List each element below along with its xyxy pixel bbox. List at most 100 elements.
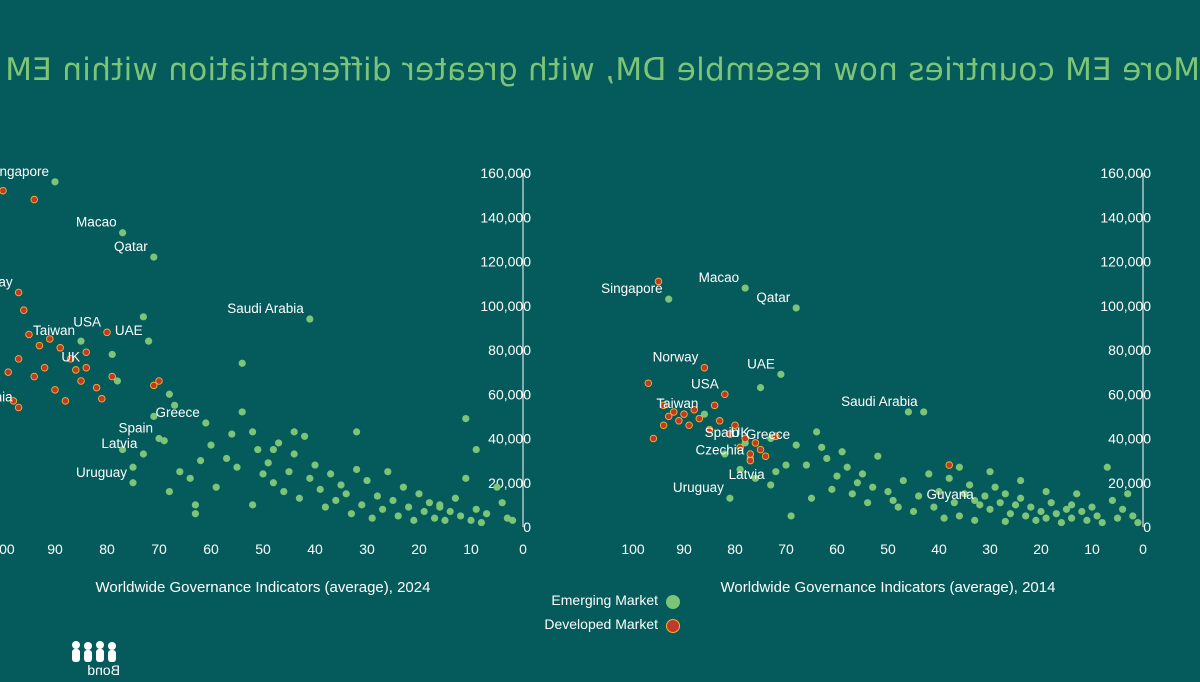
emerging-market-point <box>212 483 220 491</box>
developed-market-point <box>82 363 90 372</box>
y-tick-label: 0 <box>1143 519 1151 535</box>
emerging-market-point <box>843 463 851 471</box>
emerging-market-point <box>955 512 963 520</box>
legend-marker-emerging <box>666 595 680 609</box>
point-label: Spain <box>118 421 153 436</box>
developed-market-point <box>14 288 23 297</box>
x-tick-label: 40 <box>307 541 323 557</box>
point-label: Czechia <box>696 443 745 458</box>
emerging-market-point <box>228 430 236 438</box>
developed-market-point <box>695 414 704 423</box>
developed-market-point <box>20 306 28 314</box>
emerging-market-point <box>874 452 882 460</box>
point-label: Latvia <box>101 436 138 451</box>
developed-market-point <box>30 372 38 381</box>
y-tick-label: 0 <box>523 519 531 535</box>
emerging-market-point <box>909 507 918 516</box>
emerging-market-point <box>462 414 470 423</box>
emerging-market-point <box>337 481 345 489</box>
developed-market-point <box>649 434 658 443</box>
emerging-market-point <box>1134 518 1142 527</box>
emerging-market-point <box>410 516 418 524</box>
point-label: USA <box>691 376 719 391</box>
developed-market-point <box>4 368 12 376</box>
emerging-market-point <box>971 516 979 524</box>
point-label: Saudi Arabia <box>227 301 304 316</box>
x-tick-label: 30 <box>982 541 998 557</box>
emerging-market-point <box>751 474 759 482</box>
developed-market-point <box>14 355 23 363</box>
emerging-market-point <box>332 496 340 505</box>
emerging-market-point <box>813 428 821 436</box>
emerging-market-point <box>736 465 744 474</box>
emerging-market-point <box>971 496 979 505</box>
emerging-market-point <box>864 499 872 507</box>
x-tick-label: 0 <box>1139 541 1147 557</box>
emerging-market-point <box>415 490 423 498</box>
x-tick-label: 10 <box>463 541 479 557</box>
emerging-market-point <box>782 461 790 469</box>
developed-market-point <box>72 366 80 374</box>
emerging-market-point <box>1042 514 1050 522</box>
emerging-market-point <box>290 450 298 458</box>
developed-market-point <box>675 417 683 425</box>
developed-market-point <box>40 363 49 372</box>
emerging-market-point <box>508 516 517 524</box>
emerging-market-point <box>935 488 943 496</box>
emerging-market-point <box>384 468 392 476</box>
developed-market-point <box>61 397 70 405</box>
developed-market-point <box>56 344 64 352</box>
emerging-market-point <box>51 178 59 186</box>
point-label: Saudi Arabia <box>841 394 918 409</box>
emerging-market-point <box>352 465 361 474</box>
emerging-market-point <box>1119 505 1127 513</box>
emerging-market-point <box>700 410 708 418</box>
emerging-market-point <box>399 483 407 491</box>
emerging-market-point <box>1068 501 1076 509</box>
developed-market-point <box>644 379 653 387</box>
developed-market-point <box>945 461 953 469</box>
point-label: Latvia <box>729 467 766 482</box>
emerging-market-point <box>1001 517 1009 526</box>
y-tick-label: 80,000 <box>488 342 531 358</box>
emerging-market-point <box>176 468 184 476</box>
emerging-market-point <box>358 501 366 509</box>
x-tick-label: 100 <box>621 541 645 557</box>
point-label: Macao <box>699 270 740 285</box>
emerging-market-point <box>378 505 387 513</box>
emerging-market-point <box>950 499 958 507</box>
emerging-market-point <box>77 337 85 345</box>
y-tick-label: 120,000 <box>1100 254 1151 270</box>
x-tick-label: 90 <box>47 541 63 557</box>
legend: Emerging Market Developed Market <box>540 592 680 640</box>
emerging-market-point <box>394 512 402 520</box>
emerging-market-point <box>451 494 459 502</box>
developed-market-point <box>77 377 85 385</box>
emerging-market-point <box>838 448 846 456</box>
y-tick-label: 40,000 <box>488 431 531 447</box>
emerging-market-point <box>191 501 199 509</box>
emerging-market-point <box>807 494 816 502</box>
developed-market-point <box>705 425 714 434</box>
developed-market-point <box>731 421 739 429</box>
y-tick-label: 160,000 <box>1100 165 1151 181</box>
emerging-market-point <box>940 514 948 522</box>
emerging-market-point <box>274 439 283 447</box>
emerging-market-point <box>248 501 257 509</box>
developed-market-point <box>690 405 698 414</box>
developed-market-point <box>700 363 709 372</box>
y-tick-label: 40,000 <box>1108 431 1151 447</box>
point-label: Qatar <box>756 290 790 305</box>
point-label: Norway <box>0 274 13 289</box>
emerging-market-point <box>787 512 795 520</box>
emerging-market-point <box>139 450 147 458</box>
emerging-market-point <box>342 490 350 498</box>
emerging-market-point <box>150 253 158 261</box>
emerging-market-point <box>186 474 194 482</box>
y-tick-label: 80,000 <box>1108 342 1151 358</box>
emerging-market-point <box>960 490 969 498</box>
emerging-market-point <box>472 445 480 454</box>
developed-market-point <box>736 443 744 452</box>
